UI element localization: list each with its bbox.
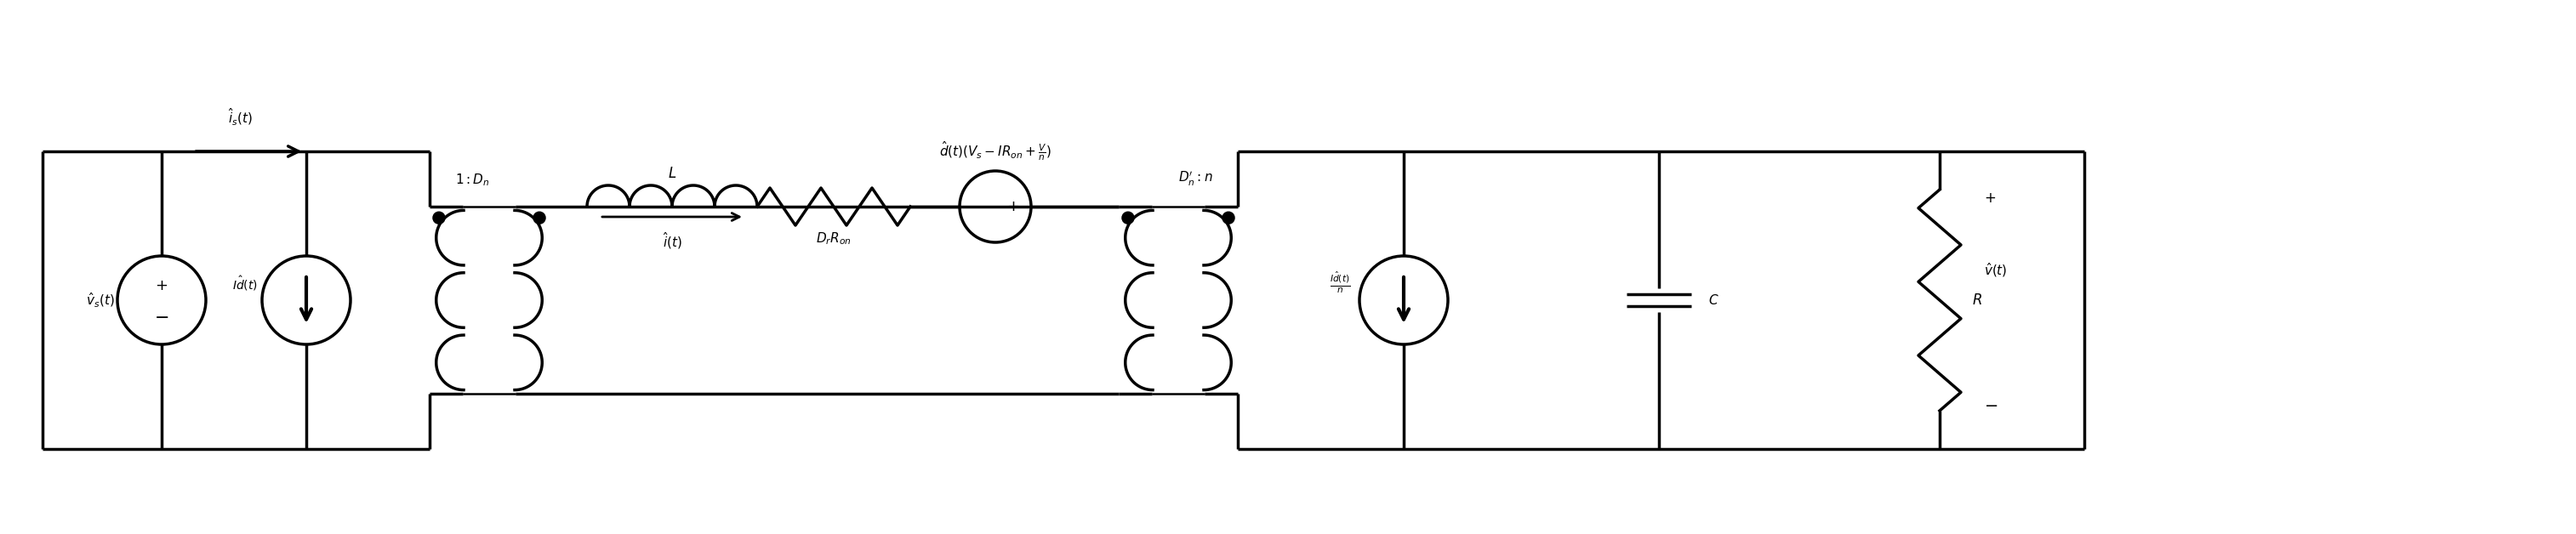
Text: $C$: $C$ [1708, 293, 1718, 307]
Text: $\hat{v}(t)$: $\hat{v}(t)$ [1984, 262, 2007, 279]
Text: $\hat{d}(t)(V_s - IR_{on} + \frac{V}{n})$: $\hat{d}(t)(V_s - IR_{on} + \frac{V}{n})… [940, 140, 1051, 162]
Circle shape [1123, 212, 1133, 224]
Text: $L$: $L$ [667, 166, 677, 181]
Text: $+$: $+$ [1984, 191, 1996, 206]
Circle shape [533, 212, 546, 224]
Text: $\hat{i}_s(t)$: $\hat{i}_s(t)$ [229, 107, 252, 128]
Text: $D_r R_{on}$: $D_r R_{on}$ [817, 231, 853, 246]
Text: $I\hat{d}(t)$: $I\hat{d}(t)$ [232, 274, 258, 292]
Text: $-$: $-$ [1984, 397, 1999, 413]
Text: $-$: $-$ [155, 308, 170, 325]
Text: $-$: $-$ [971, 199, 984, 214]
Text: $D_n^{\prime} : n$: $D_n^{\prime} : n$ [1177, 170, 1213, 188]
Text: $R$: $R$ [1973, 293, 1981, 308]
Text: $\hat{i}(t)$: $\hat{i}(t)$ [662, 231, 683, 251]
Circle shape [1224, 212, 1234, 224]
Text: $\hat{v}_s(t)$: $\hat{v}_s(t)$ [85, 291, 116, 309]
Text: $+$: $+$ [1007, 199, 1020, 214]
Text: $+$: $+$ [155, 278, 167, 293]
Text: $\frac{I\hat{d}(t)}{n}$: $\frac{I\hat{d}(t)}{n}$ [1329, 270, 1350, 296]
Circle shape [433, 212, 446, 224]
Text: $1 : D_n$: $1 : D_n$ [456, 172, 489, 188]
